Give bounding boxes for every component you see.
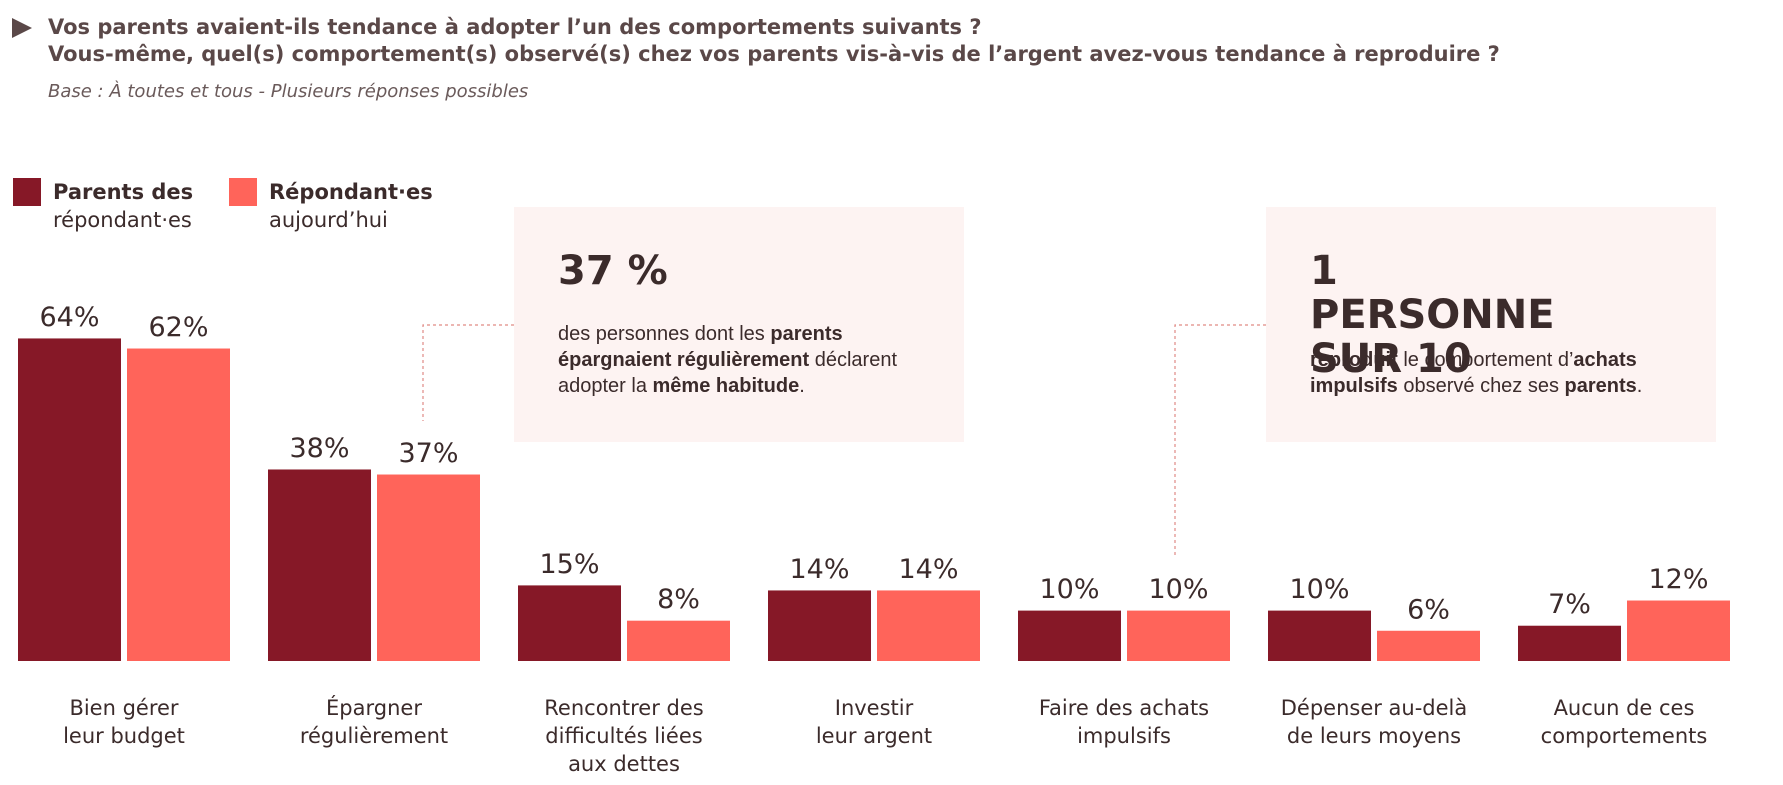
value-label: 15%	[539, 549, 599, 580]
callout-headline: 1 PERSONNE SUR 10	[1310, 248, 1555, 382]
x-tick-label: aux dettes	[568, 752, 680, 776]
title: Vos parents avaient-ils tendance à adopt…	[12, 14, 1500, 68]
callout-text: des personnes dont les	[558, 323, 771, 345]
bar	[627, 620, 730, 661]
title-line: Vous-même, quel(s) comportement(s) obser…	[48, 42, 1500, 66]
connector	[422, 324, 514, 421]
callout-text: le comportement d’	[1397, 349, 1574, 371]
value-label: 37%	[398, 438, 458, 469]
x-tick-label: leur argent	[816, 724, 932, 748]
x-tick-label: Aucun de ces	[1554, 696, 1695, 720]
value-label: 64%	[39, 302, 99, 333]
bar	[1268, 610, 1371, 661]
bar	[1127, 610, 1230, 661]
callout-body: des personnes dont les parents épargnaie…	[558, 321, 913, 399]
callout: 1 PERSONNE SUR 10 reproduit le comporteme…	[1266, 207, 1716, 442]
value-label: 14%	[898, 554, 958, 585]
callout-text: même habitude	[652, 375, 800, 397]
x-tick-label: Dépenser au-delà	[1281, 696, 1468, 720]
value-label: 62%	[148, 312, 208, 343]
x-tick-label: impulsifs	[1077, 724, 1171, 748]
value-label: 12%	[1648, 564, 1708, 595]
callout-text: .	[799, 375, 805, 397]
title-line: Vos parents avaient-ils tendance à adopt…	[48, 15, 982, 39]
x-tick-label: de leurs moyens	[1287, 724, 1461, 748]
bar	[768, 590, 871, 661]
callout-text: .	[1636, 375, 1643, 397]
value-label: 6%	[1407, 594, 1450, 625]
value-label: 7%	[1548, 589, 1591, 620]
callout: 37 % des personnes dont les parents éparg…	[514, 207, 964, 442]
callout-text: reproduit	[1310, 349, 1398, 371]
callout-text: parents	[1564, 375, 1637, 397]
x-tick-label: Épargner	[326, 695, 422, 720]
callout-text: parents épargnaient régulièrement	[558, 323, 843, 371]
x-tick-label: Rencontrer des	[544, 696, 703, 720]
x-tick-label: régulièrement	[300, 724, 448, 748]
connector	[1174, 324, 1266, 558]
bar	[518, 585, 621, 661]
x-tick-label: Bien gérer	[69, 696, 178, 720]
subtitle: Base : À toutes et tous - Plusieurs répo…	[48, 81, 529, 102]
x-tick-label: leur budget	[63, 724, 185, 748]
legend-swatch	[13, 178, 41, 206]
bar	[18, 338, 121, 661]
bar	[1627, 600, 1730, 661]
value-label: 10%	[1148, 574, 1208, 605]
bullet	[12, 18, 32, 38]
bar	[377, 474, 480, 661]
callout-text: observé chez ses	[1397, 375, 1565, 397]
bar	[1018, 610, 1121, 661]
callout-headline: 37 %	[558, 248, 668, 294]
x-tick-label: difficultés liées	[545, 724, 702, 748]
bar	[1377, 630, 1480, 661]
legend-swatch	[229, 178, 257, 206]
value-label: 8%	[657, 584, 700, 615]
x-tick-label: comportements	[1541, 724, 1708, 748]
legend-label: Répondant·es aujourd’hui	[269, 180, 433, 232]
bar	[877, 590, 980, 661]
x-tick-label: Investir	[835, 696, 914, 720]
value-label: 14%	[789, 554, 849, 585]
value-label: 10%	[1289, 574, 1349, 605]
value-label: 10%	[1039, 574, 1099, 605]
value-label: 38%	[289, 433, 349, 464]
callout-body: reproduit le comportement d’achats impul…	[1310, 347, 1665, 399]
x-tick-label: Faire des achats	[1039, 696, 1209, 720]
bar	[268, 469, 371, 661]
bar	[127, 348, 230, 661]
legend-label: Parents des répondant·es	[53, 180, 194, 232]
callout-text: achats impulsifs	[1310, 349, 1637, 397]
callout-text: déclarent adopter la	[558, 349, 898, 397]
bar	[1518, 625, 1621, 661]
